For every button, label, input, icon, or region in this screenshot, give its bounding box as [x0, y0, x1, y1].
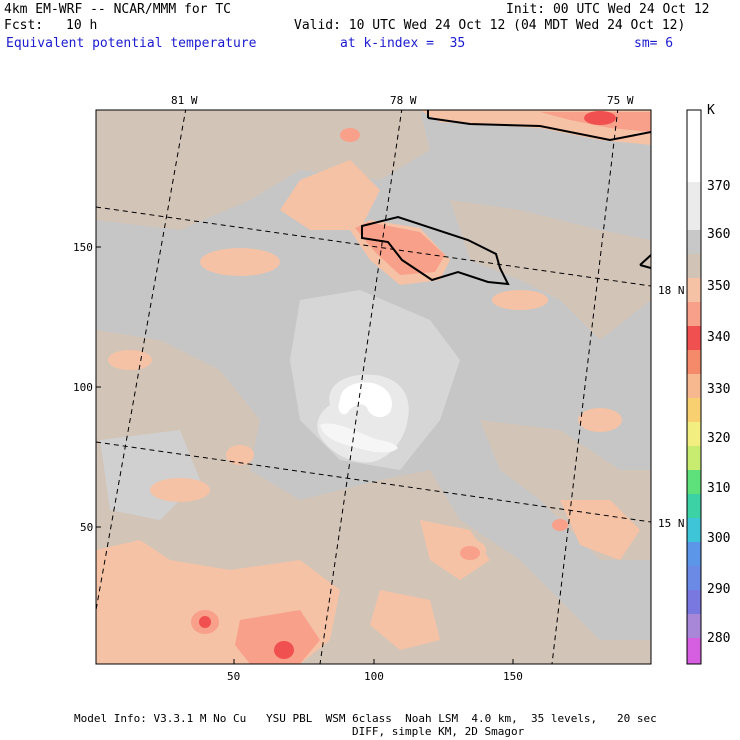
forecast-value: 10 h	[66, 18, 98, 33]
colorbar-swatch	[687, 230, 701, 254]
colorbar-swatch	[687, 326, 701, 350]
coastlines	[361, 110, 651, 286]
colorbar-swatch	[687, 254, 701, 278]
colorbar-label: 320	[707, 431, 731, 446]
meridian-81w	[96, 110, 187, 611]
island-outline	[361, 215, 510, 286]
colorbar-swatch	[687, 470, 701, 494]
model-info: Model Info: V3.3.1 M No Cu YSU PBL WSM 6…	[74, 712, 657, 725]
field-salmon-patch	[492, 290, 548, 310]
colorbar-swatch	[687, 206, 701, 230]
field-salmon-patch	[578, 408, 622, 432]
field-tan-region	[450, 200, 651, 340]
colorbar-swatch	[687, 446, 701, 470]
field-red-patch	[460, 546, 480, 560]
lat-label: 15 N	[658, 517, 685, 530]
colorbar-swatch	[687, 494, 701, 518]
field-salmon-patch	[370, 590, 440, 650]
field-deep-red-spot	[274, 641, 294, 659]
parallel-15n	[96, 441, 651, 523]
colorbar-label: 330	[707, 382, 731, 397]
colorbar-label: 310	[707, 481, 731, 496]
colorbar-unit: K	[707, 103, 715, 118]
field-salmon-patch	[280, 160, 380, 230]
field-red-patch	[552, 519, 568, 531]
model-title: 4km EM-WRF -- NCAR/MMM for TC	[4, 2, 231, 17]
model-info-physics: DIFF, simple KM, 2D Smagor	[352, 725, 525, 738]
vertical-level: at k-index = 35	[340, 36, 466, 51]
x-tick-label: 150	[503, 670, 523, 683]
parallel-18n	[96, 206, 651, 287]
colorbar-swatch	[687, 374, 701, 398]
theta-e-field	[96, 110, 651, 664]
valid-time: Valid: 10 UTC Wed 24 Oct 12 (04 MDT Wed …	[294, 18, 686, 33]
cyclone-core-inner	[338, 382, 392, 418]
colorbar-label: 280	[707, 631, 731, 646]
coast-outline	[639, 254, 651, 269]
colorbar-label: 350	[707, 279, 731, 294]
colorbar-swatch	[687, 182, 701, 206]
colorbar-swatch	[687, 566, 701, 590]
lat-label: 18 N	[658, 284, 685, 297]
field-red-patch	[340, 128, 360, 142]
colorbar-swatch	[687, 350, 701, 374]
field-salmon-patch	[108, 350, 152, 370]
field-salmon-patch	[200, 248, 280, 276]
smoothing: sm= 6	[634, 36, 674, 51]
colorbar-swatch	[687, 542, 701, 566]
colorbar-swatch	[687, 614, 701, 638]
lon-label: 78 W	[390, 94, 417, 107]
coast-outline	[427, 117, 651, 142]
colorbar-swatch	[687, 398, 701, 422]
meridian-75w	[551, 110, 619, 664]
forecast-label: Fcst:	[4, 18, 44, 33]
field-name: Equivalent potential temperature	[6, 36, 257, 51]
colorbar-label: 360	[707, 227, 731, 242]
colorbar-swatch	[687, 422, 701, 446]
axis-ticks	[96, 246, 514, 664]
y-tick-label: 50	[80, 521, 94, 534]
colorbar-swatch	[687, 110, 701, 134]
colorbar-frame	[686, 109, 702, 665]
lon-label: 81 W	[171, 94, 198, 107]
x-tick-label: 100	[364, 670, 384, 683]
colorbar-swatch	[687, 590, 701, 614]
colorbar-label: 300	[707, 531, 731, 546]
field-salmon-patch	[150, 478, 210, 502]
field-salmon-patch	[226, 445, 254, 465]
y-tick-label: 100	[73, 381, 93, 394]
colorbar-swatch	[687, 518, 701, 542]
colorbar	[686, 109, 702, 665]
y-tick-label: 150	[73, 241, 93, 254]
meridian-78w	[319, 110, 403, 664]
field-tan-region	[96, 110, 160, 190]
field-deep-red-spot	[584, 111, 616, 125]
x-tick-label: 50	[227, 670, 241, 683]
colorbar-label: 370	[707, 179, 731, 194]
colorbar-swatch	[687, 302, 701, 326]
colorbar-swatch	[687, 278, 701, 302]
colorbar-label: 290	[707, 582, 731, 597]
field-deep-red-spot	[199, 616, 211, 628]
field-salmon-patch	[560, 500, 640, 560]
colorbar-swatch	[687, 158, 701, 182]
cyclone-core-band	[320, 423, 398, 453]
colorbar-swatch	[687, 638, 701, 664]
graticule	[96, 110, 651, 664]
field-red-patch	[235, 610, 320, 664]
lon-label: 75 W	[607, 94, 634, 107]
colorbar-swatch	[687, 134, 701, 158]
colorbar-label: 340	[707, 330, 731, 345]
init-time: Init: 00 UTC Wed 24 Oct 12	[506, 2, 710, 17]
field-red-patch	[355, 222, 445, 275]
